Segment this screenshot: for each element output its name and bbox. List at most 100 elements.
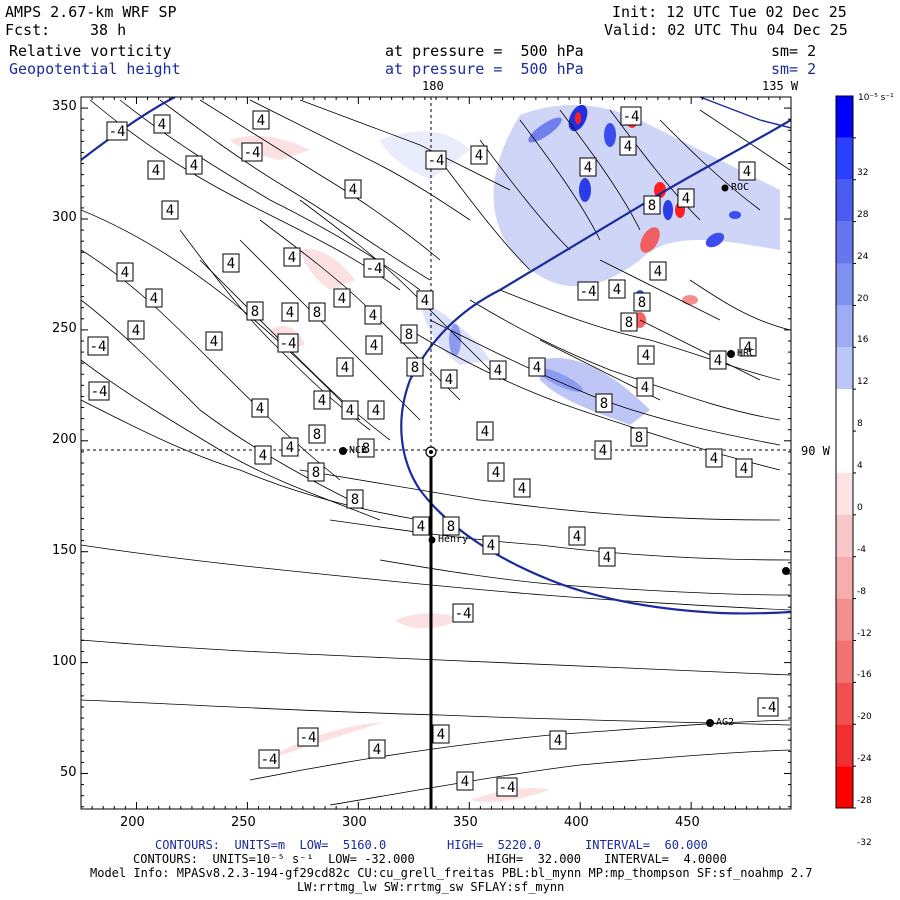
contour-label-text: -4: [428, 153, 445, 169]
contour-label-text: 8: [600, 396, 608, 412]
contour-label-box: [185, 155, 203, 175]
contour-label-box: [649, 261, 667, 281]
station-roc-label: ROC: [731, 182, 750, 193]
contour-label-text: -4: [90, 339, 107, 355]
contour-label-text: 4: [554, 733, 562, 749]
colorbar-segment: [836, 514, 853, 557]
contour-label-text: 4: [190, 158, 198, 174]
contour-label-box: [367, 400, 385, 420]
contour-label-text: 4: [613, 282, 621, 298]
colorbar-segment: [836, 179, 853, 222]
contour-label-text: -4: [499, 780, 516, 796]
contour-label-box: [738, 161, 756, 181]
contour-label-text: -4: [280, 336, 297, 352]
contour-label-text: 4: [710, 451, 718, 467]
contour-label-box: [739, 337, 757, 357]
colorbar-segment: [836, 431, 853, 473]
field1-level: at pressure = 500 hPa: [385, 42, 584, 60]
colorbar-segment: [836, 724, 853, 767]
contour-label-text: 4: [346, 403, 354, 419]
contour-label-text: 4: [682, 191, 690, 207]
y-tick-50: 50: [60, 765, 77, 780]
contour-label-text: 8: [313, 427, 321, 443]
contour-label-box: [281, 437, 299, 457]
x-tick-300: 300: [342, 815, 367, 830]
contour-label-box: [705, 448, 723, 468]
contour-label-text: 4: [743, 164, 751, 180]
contour-label-text: 4: [624, 139, 632, 155]
colorbar-unit: 10⁻⁵ s⁻¹: [858, 93, 894, 103]
colorbar: [835, 95, 856, 809]
contour-label-text: 4: [257, 113, 265, 129]
valid-time: Valid: 02 UTC Thu 04 Dec 25: [604, 21, 848, 39]
colorbar-label: -32: [857, 838, 872, 848]
station-ag2-label: AG2: [716, 717, 735, 728]
contour-label-box: [637, 345, 655, 365]
contour-label-text: 4: [599, 443, 607, 459]
contour-label-text: 4: [370, 338, 378, 354]
contour-label-box: [258, 749, 280, 769]
lon-label-90w: 90 W: [801, 444, 830, 458]
colorbar-segment: [836, 766, 853, 808]
map-field: -4 4 4 -4 4 4 4 4 4 4 -4 -4 4 4 -4 4 8 4 8 4 4 4 8 -4 4 4 4 4 4 4 8 4 8 4…: [81, 97, 791, 809]
contour-label-box: [336, 357, 354, 377]
contour-label-text: 4: [259, 448, 267, 464]
colorbar-segment: [836, 347, 853, 390]
colorbar-label: 8: [857, 419, 863, 430]
contour-label-text: 4: [744, 340, 752, 356]
contour-label-text: 4: [121, 265, 129, 281]
station-roc-dot: [721, 184, 729, 192]
contour-label-box: [636, 377, 654, 397]
contour-label-box: [106, 121, 128, 141]
coast-line: [699, 97, 791, 129]
colorbar-segment: [836, 389, 853, 432]
contour-label-box: [549, 730, 567, 750]
contour-label-box: [344, 179, 362, 199]
contour-label-box: [357, 438, 375, 458]
colorbar-label: -4: [857, 544, 866, 555]
contour-label-text: 8: [405, 327, 413, 343]
contour-label-text: 8: [411, 360, 419, 376]
contour-label-text: 4: [445, 372, 453, 388]
station-edge-dot: [782, 567, 790, 575]
contour-label-text: 4: [642, 348, 650, 364]
contour-label-text: 8: [635, 430, 643, 446]
stations: [339, 184, 790, 727]
contour-label-text: 4: [584, 160, 592, 176]
footer-vort-high: HIGH= 32.000: [487, 852, 581, 866]
station-henry-label: Henry: [438, 534, 469, 545]
contour-label-box: [432, 724, 450, 744]
contour-label-box: [161, 200, 179, 220]
colorbar-label: 0: [857, 502, 863, 513]
colorbar-segment: [836, 556, 853, 599]
contour-label-box: [608, 279, 626, 299]
footer-physics-info: LW:rrtmg_lw SW:rrtmg_sw SFLAY:sf_mynn: [297, 880, 565, 894]
contour-label-text: -4: [455, 606, 472, 622]
contour-label-text: 8: [351, 492, 359, 508]
field1-smoothing: sm= 2: [771, 42, 817, 60]
contour-label-text: 4: [318, 393, 326, 409]
footer-height-interval: INTERVAL= 60.000: [585, 838, 708, 852]
contour-label-text: 4: [288, 250, 296, 266]
contour-label-text: 4: [603, 550, 611, 566]
contour-label-box: [145, 288, 163, 308]
contour-label-text: 4: [481, 424, 489, 440]
contour-label-text: 4: [286, 440, 294, 456]
colorbar-label: 32: [857, 167, 869, 178]
contour-label-text: -4: [261, 752, 278, 768]
colorbar-frame: [835, 95, 854, 809]
colorbar-segment: [836, 96, 853, 138]
colorbar-segment: [836, 221, 853, 264]
contour-label-box: [147, 160, 165, 180]
contour-label-text: 4: [461, 774, 469, 790]
colorbar-label: -8: [857, 586, 866, 597]
contour-labels: -4 4 4 -4 4 4 4 4 4 4 -4 -4 4 4 -4 4 8 4 8 4 4 4 8 -4 4 4 4 4 4 4 8 4 8 4…: [87, 106, 779, 797]
contour-label-text: -4: [91, 384, 108, 400]
contour-label-text: 4: [714, 353, 722, 369]
colorbar-segment: [836, 137, 853, 180]
contour-label-box: [568, 526, 586, 546]
contour-label-box: [709, 350, 727, 370]
contour-label-box: [487, 462, 505, 482]
colorbar-label: -12: [857, 628, 872, 639]
contour-label-text: -4: [366, 261, 383, 277]
